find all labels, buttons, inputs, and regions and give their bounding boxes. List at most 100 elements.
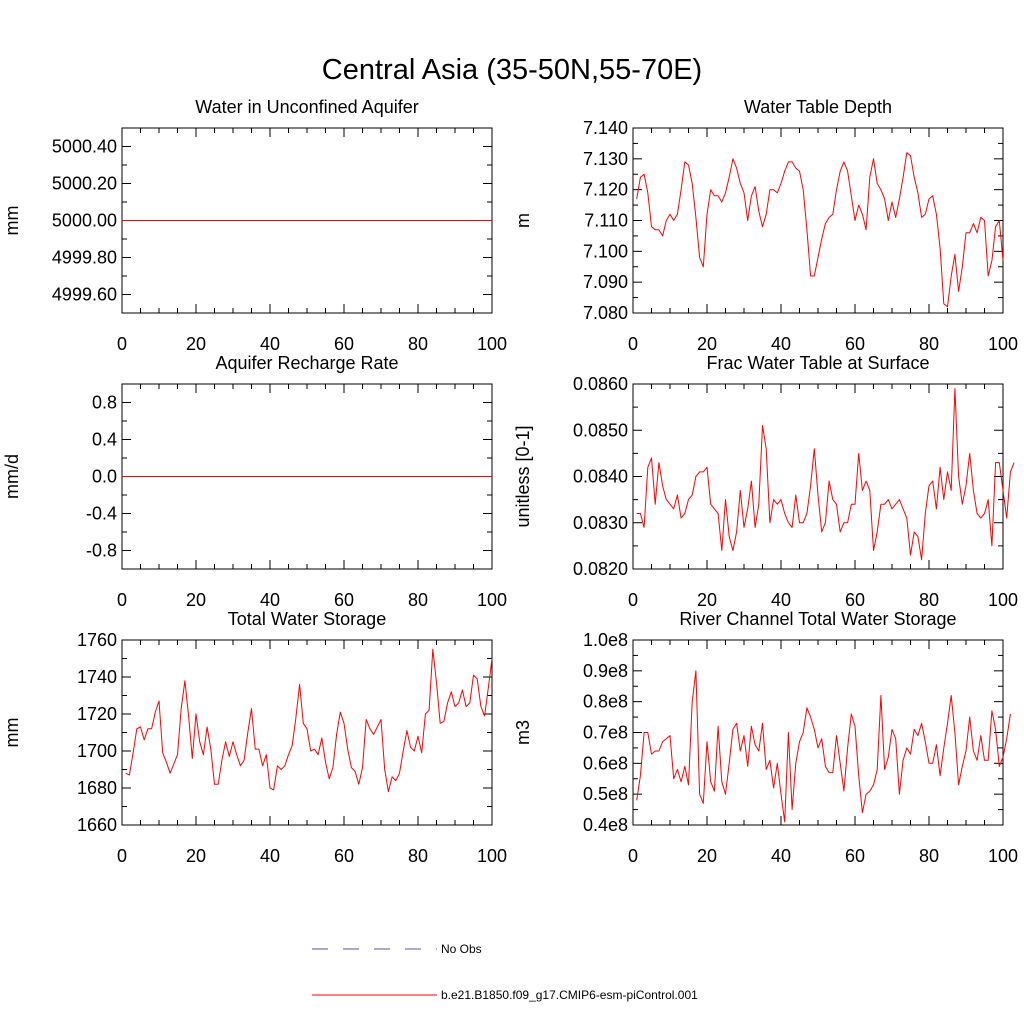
x-tick-label: 100 — [477, 334, 507, 354]
x-tick-label: 20 — [186, 590, 206, 610]
y-tick-label: 1700 — [77, 741, 117, 761]
y-tick-label: 7.090 — [583, 272, 628, 292]
panel-title: Aquifer Recharge Rate — [215, 353, 398, 373]
y-tick-label: 0.9e8 — [583, 661, 628, 681]
x-tick-label: 60 — [334, 590, 354, 610]
y-tick-label: 0.6e8 — [583, 753, 628, 773]
y-axis-label: unitless [0-1] — [513, 425, 533, 527]
x-tick-label: 40 — [260, 846, 280, 866]
y-axis-label: m — [513, 213, 533, 228]
y-tick-label: 0.4e8 — [583, 815, 628, 835]
y-tick-label: 7.100 — [583, 241, 628, 261]
x-tick-label: 20 — [186, 846, 206, 866]
panels: Water in Unconfined Aquifer mm 0 20 40 60 80 10… — [2, 97, 1018, 866]
y-tick-label: 0.0 — [92, 467, 117, 487]
y-tick-label: 1720 — [77, 704, 117, 724]
y-tick-label: 5000.40 — [52, 137, 117, 157]
series-line — [636, 670, 1011, 823]
x-tick-label: 100 — [988, 590, 1018, 610]
y-tick-label: 1680 — [77, 778, 117, 798]
panel-title: River Channel Total Water Storage — [679, 609, 956, 629]
x-tick-label: 100 — [988, 846, 1018, 866]
y-tick-label: 4999.60 — [52, 285, 117, 305]
y-tick-label: 0.0860 — [573, 374, 628, 394]
x-tick-label: 0 — [117, 334, 127, 354]
x-tick-label: 0 — [117, 846, 127, 866]
y-tick-label: 7.130 — [583, 149, 628, 169]
chart-panel: Total Water Storage mm 0 20 40 60 80 100 1660 168… — [2, 609, 507, 866]
x-tick-label: 40 — [260, 334, 280, 354]
x-tick-label: 20 — [697, 846, 717, 866]
x-tick-label: 60 — [845, 846, 865, 866]
legend: No Obs b.e21.B1850.f09_g17.CMIP6-esm-piC… — [312, 942, 698, 1002]
x-tick-label: 60 — [334, 334, 354, 354]
y-tick-label: 0.4 — [92, 430, 117, 450]
y-tick-label: 5000.20 — [52, 174, 117, 194]
y-tick-label: 4999.80 — [52, 248, 117, 268]
y-tick-label: 7.110 — [584, 211, 628, 231]
x-tick-label: 40 — [771, 334, 791, 354]
x-tick-label: 20 — [697, 334, 717, 354]
y-tick-label: 1660 — [77, 815, 117, 835]
y-tick-label: 0.5e8 — [583, 784, 628, 804]
x-tick-label: 40 — [260, 590, 280, 610]
y-tick-label: 1760 — [77, 630, 117, 650]
x-tick-label: 40 — [771, 590, 791, 610]
chart-panel: Aquifer Recharge Rate mm/d 0 20 40 60 80 100 -0.… — [2, 353, 507, 610]
y-tick-label: 0.0820 — [573, 559, 628, 579]
panel-title: Water Table Depth — [744, 97, 892, 117]
y-tick-label: 7.120 — [583, 180, 628, 200]
x-tick-label: 80 — [919, 590, 939, 610]
x-tick-label: 100 — [988, 334, 1018, 354]
y-tick-label: 1740 — [77, 667, 117, 687]
figure-title: Central Asia (35-50N,55-70E) — [322, 54, 702, 86]
y-axis-label: m3 — [513, 720, 533, 745]
x-tick-label: 100 — [477, 590, 507, 610]
y-axis-label: mm/d — [2, 454, 22, 499]
panel-title: Frac Water Table at Surface — [706, 353, 929, 373]
y-tick-label: 0.7e8 — [583, 723, 628, 743]
series-line — [636, 152, 1004, 308]
x-tick-label: 60 — [334, 846, 354, 866]
x-tick-label: 80 — [919, 334, 939, 354]
x-tick-label: 80 — [408, 846, 428, 866]
series-line — [125, 648, 493, 793]
panel-title: Water in Unconfined Aquifer — [195, 97, 418, 117]
y-axis-label: mm — [2, 718, 22, 748]
y-tick-label: 5000.00 — [52, 211, 117, 231]
x-tick-label: 80 — [408, 590, 428, 610]
plot-frame — [632, 383, 1004, 570]
x-tick-label: 0 — [628, 846, 638, 866]
y-tick-label: 0.0840 — [573, 467, 628, 487]
y-tick-label: 7.140 — [583, 118, 628, 138]
x-tick-label: 60 — [845, 590, 865, 610]
x-tick-label: 20 — [186, 334, 206, 354]
plot-frame — [121, 639, 493, 826]
plot-frame — [632, 127, 1004, 314]
chart-panel: Water in Unconfined Aquifer mm 0 20 40 60 80 10… — [2, 97, 507, 354]
legend-model-label: b.e21.B1850.f09_g17.CMIP6-esm-piControl.… — [441, 988, 698, 1002]
x-tick-label: 40 — [771, 846, 791, 866]
x-tick-label: 100 — [477, 846, 507, 866]
chart-panel: Water Table Depth m 0 20 40 60 80 100 7.080 7.090… — [513, 97, 1018, 354]
x-tick-label: 0 — [628, 334, 638, 354]
series-line — [636, 388, 1015, 561]
chart-panel: Frac Water Table at Surface unitless [0-1… — [513, 353, 1018, 610]
y-tick-label: 0.0850 — [573, 420, 628, 440]
y-tick-label: 7.080 — [583, 303, 628, 323]
x-tick-label: 60 — [845, 334, 865, 354]
plot-frame — [632, 639, 1004, 826]
x-tick-label: 0 — [117, 590, 127, 610]
y-tick-label: 0.8 — [92, 393, 117, 413]
y-tick-label: -0.4 — [86, 504, 117, 524]
x-tick-label: 80 — [919, 846, 939, 866]
y-axis-label: mm — [2, 206, 22, 236]
chart-panel: River Channel Total Water Storage m3 0 20 40… — [513, 609, 1018, 866]
legend-obs-label: No Obs — [441, 942, 482, 956]
y-tick-label: 1.0e8 — [583, 630, 628, 650]
x-tick-label: 0 — [628, 590, 638, 610]
y-tick-label: 0.0830 — [573, 513, 628, 533]
y-tick-label: -0.8 — [86, 541, 117, 561]
x-tick-label: 80 — [408, 334, 428, 354]
